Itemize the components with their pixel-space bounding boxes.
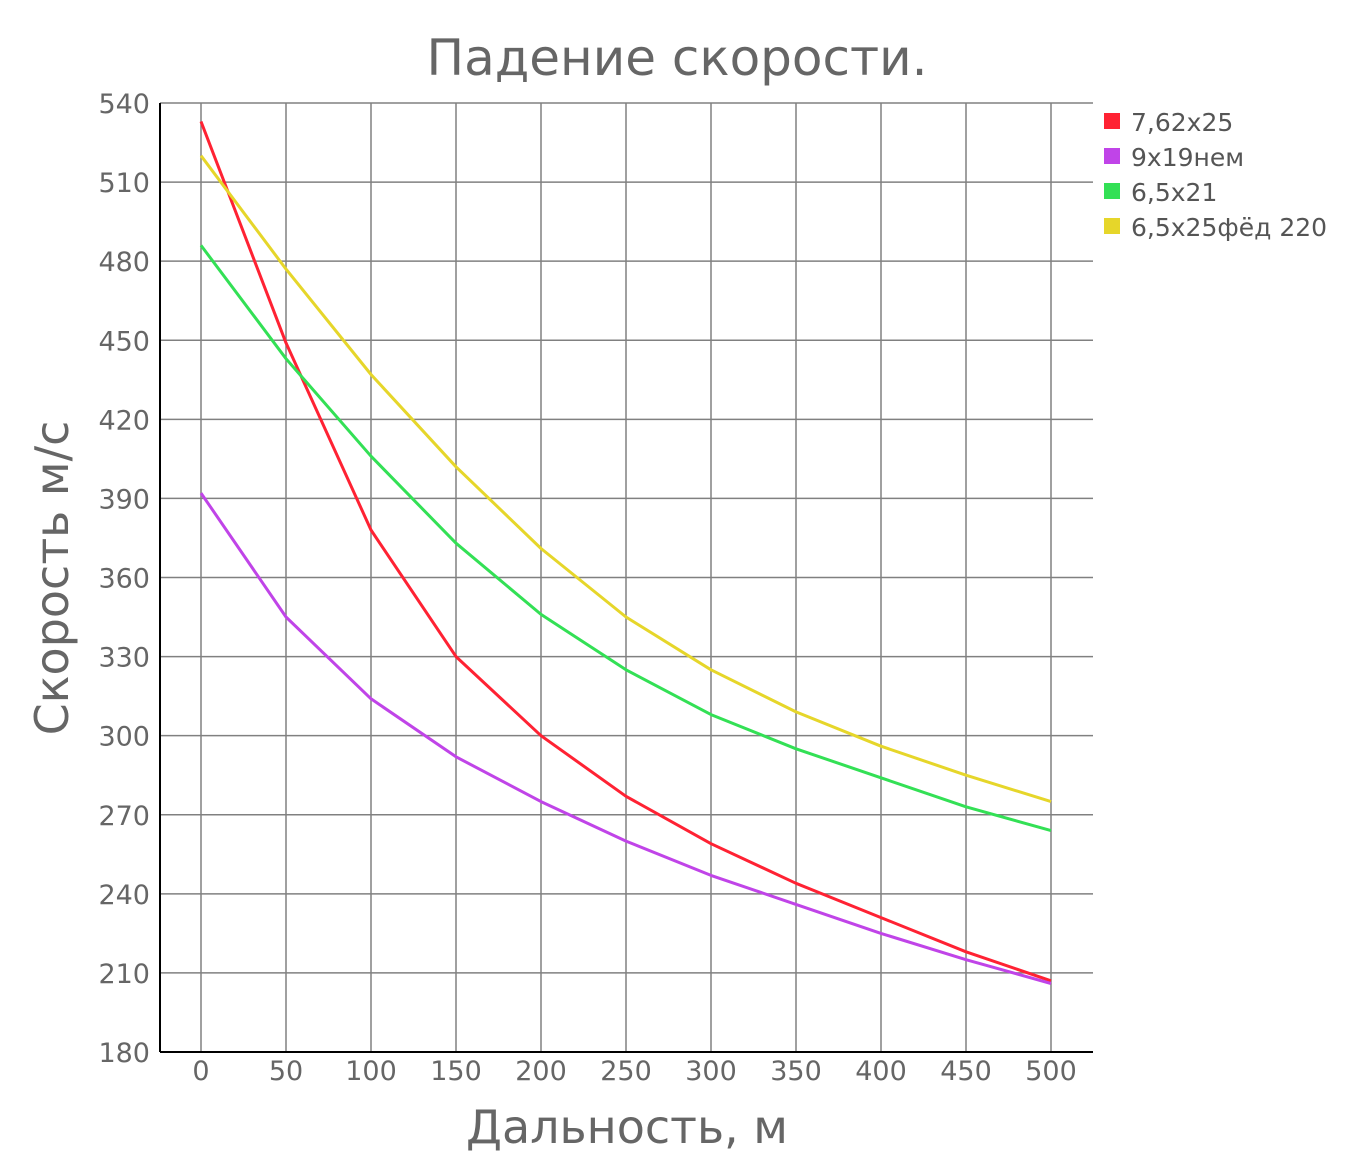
axes: 180 210 240 270 300 330 360 390 420 450 480 510 540 0… [98,89,1093,1087]
y-tick-label: 510 [98,168,150,199]
y-tick-label: 330 [98,643,150,674]
y-tick-label: 480 [98,247,150,278]
x-tick-label: 100 [345,1056,397,1087]
x-axis-label: Дальность, м [466,1100,788,1154]
x-tick-label: 200 [515,1056,567,1087]
x-tick-label: 400 [855,1056,907,1087]
x-tick-label: 150 [430,1056,482,1087]
y-tick-label: 240 [98,880,150,911]
series-lines [199,120,1052,985]
x-tick-label: 50 [269,1056,303,1087]
legend: 7,62x25 9x19нем 6,5x21 6,5x25фёд 220 [1104,108,1327,242]
y-tick-label: 270 [98,801,150,832]
x-tick-label: 350 [770,1056,822,1087]
series-line-1 [199,120,1052,983]
y-tick-label: 420 [98,405,150,436]
legend-label: 9x19нем [1131,143,1244,172]
y-tick-label: 300 [98,722,150,753]
legend-label: 6,5x25фёд 220 [1131,213,1327,242]
legend-label: 7,62x25 [1131,108,1233,137]
y-tick-label: 210 [98,959,150,990]
chart-title: Падение скорости. [426,29,927,87]
series-line-3 [199,244,1052,833]
y-tick-label: 360 [98,564,150,595]
y-axis-label: Скорость м/с [25,421,79,736]
series-line-2 [199,492,1052,985]
y-tick-label: 540 [98,89,150,120]
legend-label: 6,5x21 [1131,178,1217,207]
x-tick-label: 300 [685,1056,737,1087]
grid [160,102,1093,1052]
legend-swatch [1104,148,1120,164]
legend-swatch [1104,183,1120,199]
y-tick-label: 390 [98,484,150,515]
x-tick-label: 250 [600,1056,652,1087]
x-tick-label: 0 [192,1056,209,1087]
legend-swatch [1104,113,1120,129]
x-tick-label: 450 [940,1056,992,1087]
x-tick-label: 500 [1025,1056,1077,1087]
y-tick-label: 450 [98,326,150,357]
series-line-4 [199,154,1052,804]
legend-swatch [1104,218,1120,234]
y-tick-label: 180 [98,1038,150,1069]
